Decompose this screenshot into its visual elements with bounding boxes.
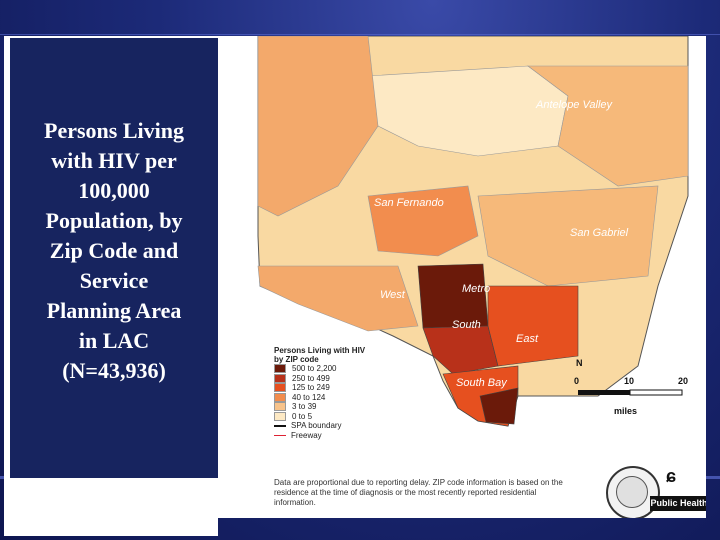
map-legend: Persons Living with HIV by ZIP code 500 … bbox=[274, 346, 424, 440]
zone-west bbox=[257, 265, 419, 332]
legend-label: Freeway bbox=[291, 430, 322, 440]
legend-swatch bbox=[274, 402, 286, 412]
scale-tick-20: 20 bbox=[678, 376, 689, 386]
left-panel: Persons Living with HIV per 100,000 Popu… bbox=[4, 36, 222, 536]
zone-west-mountains bbox=[257, 36, 379, 217]
scale-units: miles bbox=[614, 406, 638, 416]
north-arrow: N bbox=[576, 358, 583, 368]
legend-item: 40 to 124 bbox=[274, 392, 424, 403]
scale-bar-graphic bbox=[578, 389, 683, 396]
legend-label: 500 to 2,200 bbox=[292, 364, 337, 374]
zone-south bbox=[422, 325, 499, 375]
legend-item: 3 to 39 bbox=[274, 402, 424, 412]
scale-tick-10: 10 bbox=[624, 376, 635, 386]
legend-title: Persons Living with HIV bbox=[274, 346, 366, 355]
region-label-south-bay: South Bay bbox=[456, 377, 508, 389]
zone-long-beach bbox=[479, 387, 519, 425]
legend-swatch bbox=[274, 373, 286, 383]
legend-item-freeway: Freeway bbox=[274, 431, 424, 441]
legend-item: 0 to 5 bbox=[274, 411, 424, 422]
legend-line-freeway bbox=[274, 434, 286, 436]
map-panel: Antelope Valley San Fernando San Gabriel… bbox=[218, 36, 706, 518]
scale-bar: 0 10 20 miles bbox=[572, 376, 702, 426]
legend-label: SPA boundary bbox=[291, 421, 342, 431]
zone-san-fernando bbox=[367, 185, 479, 257]
zone-east bbox=[487, 285, 579, 367]
legend-label: 125 to 249 bbox=[292, 383, 330, 393]
legend-subtitle: by ZIP code bbox=[274, 355, 319, 364]
public-health-label: Public Health bbox=[650, 496, 706, 511]
public-health-mark-icon: ɕ bbox=[666, 466, 677, 486]
zone-san-gabriel bbox=[477, 185, 659, 287]
region-label-east: East bbox=[516, 333, 539, 345]
region-label-antelope-valley: Antelope Valley bbox=[535, 99, 614, 111]
region-label-south: South bbox=[452, 319, 481, 331]
legend-swatch bbox=[274, 411, 286, 421]
map-canvas: Antelope Valley San Fernando San Gabriel… bbox=[218, 36, 706, 518]
legend-label: 40 to 124 bbox=[292, 392, 326, 402]
legend-swatch bbox=[274, 392, 286, 402]
slide-title: Persons Living with HIV per 100,000 Popu… bbox=[44, 118, 184, 383]
legend-line-spa bbox=[274, 424, 286, 427]
zone-north-east bbox=[527, 65, 689, 187]
legend-label: 3 to 39 bbox=[292, 402, 317, 412]
public-health-logo: ɕ Public Health bbox=[648, 466, 706, 514]
legend-swatch bbox=[274, 383, 286, 393]
region-label-metro: Metro bbox=[462, 283, 490, 295]
legend-item: 250 to 499 bbox=[274, 373, 424, 384]
county-seal-icon bbox=[606, 466, 660, 518]
title-panel: Persons Living with HIV per 100,000 Popu… bbox=[10, 38, 222, 478]
legend-item: 500 to 2,200 bbox=[274, 364, 424, 374]
legend-item-spa: SPA boundary bbox=[274, 421, 424, 431]
legend-item: 125 to 249 bbox=[274, 383, 424, 393]
region-label-west: West bbox=[380, 289, 406, 301]
scale-tick-0: 0 bbox=[574, 376, 580, 386]
legend-label: 0 to 5 bbox=[292, 411, 313, 421]
top-rule bbox=[0, 34, 720, 35]
legend-label: 250 to 499 bbox=[292, 373, 330, 383]
seal-inner bbox=[616, 476, 648, 508]
region-label-san-gabriel: San Gabriel bbox=[570, 227, 629, 239]
region-label-san-fernando: San Fernando bbox=[374, 197, 444, 209]
map-footnote: Data are proportional due to reporting d… bbox=[274, 478, 563, 507]
legend-swatch bbox=[274, 364, 286, 374]
